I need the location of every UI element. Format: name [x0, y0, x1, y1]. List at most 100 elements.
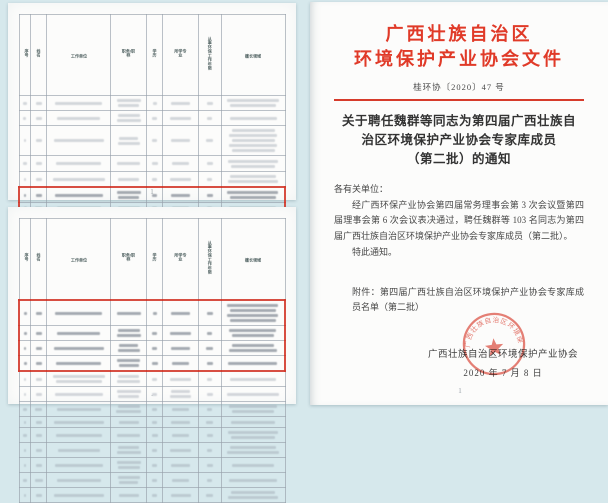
table-cell-blurred-text: [162, 325, 200, 342]
table-cell-blurred-text: [146, 427, 164, 444]
table-row: [18, 487, 286, 503]
column-header: 从事环保 工作年限: [198, 13, 222, 97]
issuing-org-header: 广西壮族自治区 环境保护产业协会文件: [310, 22, 608, 72]
table-cell-blurred-text: [162, 355, 200, 372]
table-cell-blurred-text: [220, 299, 286, 327]
table-cell-blurred-text: [30, 125, 48, 157]
column-header: 姓名: [30, 218, 48, 301]
table-cell-blurred-text: [146, 155, 164, 173]
table-cell-blurred-text: [110, 155, 148, 173]
table-row: [18, 427, 286, 444]
page-number: 1: [150, 188, 154, 196]
table-cell-blurred-text: [162, 416, 200, 429]
table-cell-blurred-text: [46, 340, 112, 357]
table-row: [18, 442, 286, 459]
table-cell-blurred-text: [110, 325, 148, 342]
table-row: [18, 457, 286, 474]
table-cell-blurred-text: [110, 401, 148, 418]
table-cell-blurred-text: [198, 95, 222, 112]
table-cell-blurred-text: [18, 472, 32, 489]
table-row: [18, 110, 286, 127]
table-row: [18, 401, 286, 418]
table-cell-blurred-text: [46, 427, 112, 444]
table-cell-blurred-text: [18, 416, 32, 429]
table-cell-blurred-text: [110, 171, 148, 188]
table-cell-blurred-text: [46, 325, 112, 342]
table-cell-blurred-text: [198, 171, 222, 188]
body-paragraph: 经广西环保产业协会第四届常务理事会第 3 次会议暨第四届理事会第 6 次会议表决…: [334, 199, 584, 242]
table-cell-blurred-text: [46, 125, 112, 157]
scanned-table: 序号 姓名 工作单位 职务/职称 学历 所学专业 从事环保 工作年限 擅长领域: [18, 218, 286, 503]
attachment-table-page-2: 序号 姓名 工作单位 职务/职称 学历 所学专业 从事环保 工作年限 擅长领域 ·: [8, 207, 296, 503]
table-cell-blurred-text: [220, 416, 286, 429]
table-cell-blurred-text: [162, 457, 200, 474]
table-cell-blurred-text: [162, 427, 200, 444]
table-cell-blurred-text: [146, 442, 164, 459]
table-cell-blurred-text: [220, 155, 286, 173]
column-header: 学历: [146, 13, 164, 97]
table-cell-blurred-text: [198, 427, 222, 444]
table-cell-blurred-text: [30, 427, 48, 444]
table-cell-blurred-text: [30, 355, 48, 372]
table-cell-blurred-text: [198, 110, 222, 127]
table-cell-blurred-text: [18, 325, 32, 342]
column-header: 序号: [18, 218, 32, 301]
table-cell-blurred-text: [110, 110, 148, 127]
table-row: [18, 171, 286, 188]
column-header: 工作单位: [46, 218, 112, 301]
table-cell-blurred-text: [46, 299, 112, 327]
table-row: [18, 340, 286, 357]
table-cell-blurred-text: [198, 370, 222, 388]
table-row: [18, 299, 286, 327]
table-cell-blurred-text: [146, 340, 164, 357]
column-header: 工作单位: [46, 13, 112, 97]
table-cell-blurred-text: [18, 340, 32, 357]
table-cell-blurred-text: [198, 416, 222, 429]
table-cell-blurred-text: [46, 370, 112, 388]
table-cell-blurred-text: [30, 325, 48, 342]
table-cell-blurred-text: [46, 171, 112, 188]
table-cell-blurred-text: [220, 472, 286, 489]
salutation: 各有关单位：: [334, 183, 389, 194]
table-cell-blurred-text: [220, 355, 286, 372]
column-header: 擅长领域: [220, 218, 286, 301]
table-cell-blurred-text: [110, 125, 148, 157]
table-cell-blurred-text: [146, 370, 164, 388]
table-cell-blurred-text: [18, 442, 32, 459]
table-cell-blurred-text: [162, 386, 200, 403]
org-header-line2: 环境保护产业协会文件: [354, 48, 564, 69]
table-cell-blurred-text: [198, 442, 222, 459]
table-cell-blurred-text: [220, 442, 286, 459]
column-header: 姓名: [30, 13, 48, 97]
table-cell-blurred-text: [162, 340, 200, 357]
table-cell-blurred-text: [18, 299, 32, 327]
table-cell-blurred-text: [18, 401, 32, 418]
table-cell-blurred-text: [146, 355, 164, 372]
table-cell-blurred-text: [110, 340, 148, 357]
table-row: [18, 186, 286, 204]
table-cell-blurred-text: [198, 299, 222, 327]
closing-line: 特此通知。: [352, 246, 398, 257]
table-cell-blurred-text: [110, 442, 148, 459]
column-header: 所学专业: [162, 13, 200, 97]
notice-body: 各有关单位： 经广西环保产业协会第四届常务理事会第 3 次会议暨第四届理事会第 …: [334, 182, 584, 261]
table-row: [18, 155, 286, 173]
table-cell-blurred-text: [46, 457, 112, 474]
table-cell-blurred-text: [198, 472, 222, 489]
table-cell-blurred-text: [46, 355, 112, 372]
table-cell-blurred-text: [146, 401, 164, 418]
table-cell-blurred-text: [110, 457, 148, 474]
table-cell-blurred-text: [220, 171, 286, 188]
table-cell-blurred-text: [30, 416, 48, 429]
table-cell-blurred-text: [18, 457, 32, 474]
table-cell-blurred-text: [30, 340, 48, 357]
table-row: [18, 370, 286, 388]
table-cell-blurred-text: [110, 472, 148, 489]
expert-roster-table-2: 序号 姓名 工作单位 职务/职称 学历 所学专业 从事环保 工作年限 擅长领域: [18, 218, 286, 503]
table-cell-blurred-text: [198, 355, 222, 372]
table-cell-blurred-text: [162, 370, 200, 388]
table-row: [18, 416, 286, 429]
table-cell-blurred-text: [162, 110, 200, 127]
table-cell-blurred-text: [46, 487, 112, 503]
seal-star-icon: [484, 338, 504, 357]
